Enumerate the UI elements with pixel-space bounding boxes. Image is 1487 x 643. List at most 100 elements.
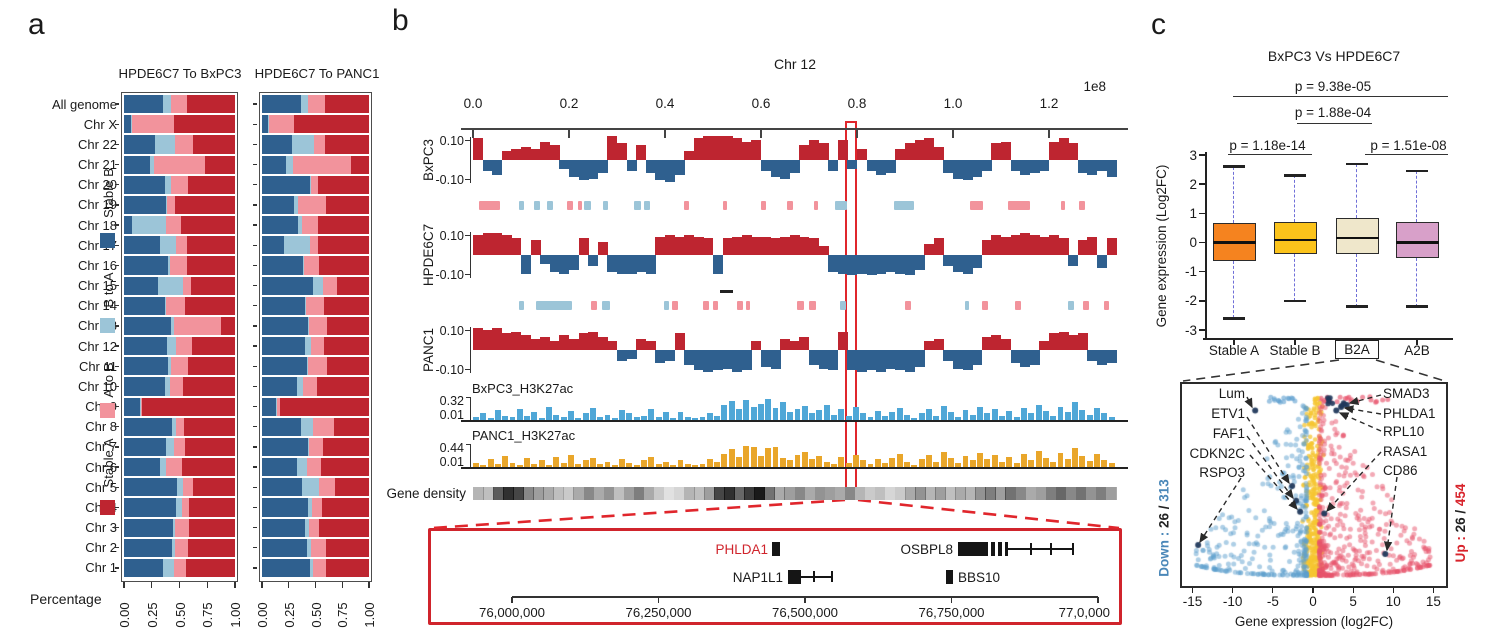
panel-a-xtick-label: 0.25 bbox=[281, 602, 297, 628]
signal-bin bbox=[582, 413, 589, 420]
signal-bin bbox=[955, 463, 962, 467]
bar-segment bbox=[175, 538, 189, 557]
volcano-xtick-label: -10 bbox=[1222, 594, 1243, 609]
eigen-bin bbox=[1106, 350, 1117, 363]
eigen-bin bbox=[713, 136, 724, 160]
bar-segment bbox=[262, 236, 285, 255]
eigen-bin bbox=[1068, 143, 1079, 160]
bar-segment bbox=[149, 155, 154, 174]
eigen-bin bbox=[482, 232, 493, 255]
bar-segment bbox=[183, 417, 235, 436]
bar-segment bbox=[262, 316, 308, 336]
eigen-bin bbox=[597, 242, 608, 255]
legend-swatch bbox=[100, 500, 115, 515]
compartment-change-segment bbox=[894, 200, 914, 210]
panel-a-row-tick bbox=[114, 325, 119, 327]
signal-bin bbox=[918, 459, 925, 467]
signal-bin bbox=[772, 447, 779, 467]
signal-bin bbox=[882, 415, 889, 420]
compartment-change-segment bbox=[601, 300, 611, 310]
gene-density-cell bbox=[804, 487, 816, 500]
legend-label-stable-a: Stable A bbox=[100, 438, 116, 488]
gene-density-cell bbox=[754, 487, 765, 500]
compartment-change-segment bbox=[840, 300, 846, 310]
eigen-bin bbox=[1020, 232, 1031, 255]
pvalue-3: p = 1.18e-14 bbox=[1229, 138, 1306, 153]
signal-bin bbox=[794, 409, 801, 420]
signal-bin bbox=[962, 456, 969, 467]
gene-density-cell bbox=[794, 487, 806, 500]
bar-segment bbox=[308, 498, 313, 517]
gene-density-cell bbox=[1015, 487, 1027, 500]
signal-bin bbox=[1050, 462, 1057, 467]
whisker-cap-lower bbox=[1223, 317, 1245, 320]
bar-segment bbox=[313, 276, 323, 295]
panel-a-row-tick bbox=[252, 244, 257, 246]
bar-segment bbox=[188, 538, 235, 557]
eigen-bin bbox=[674, 236, 685, 255]
panel-a-row-tick bbox=[252, 345, 257, 347]
volcano-xtick bbox=[1232, 588, 1234, 593]
eigen-bin bbox=[636, 145, 647, 160]
gene-density-cell bbox=[493, 487, 504, 500]
signal-bin bbox=[838, 409, 845, 420]
bar-segment bbox=[182, 377, 235, 396]
eigen-bin bbox=[1039, 160, 1050, 172]
centromere-dash bbox=[720, 290, 733, 293]
panel-b-axis-tick bbox=[568, 129, 570, 138]
eigen-bin bbox=[511, 331, 522, 350]
signal-bin bbox=[641, 415, 647, 420]
compartment-change-segment bbox=[590, 300, 598, 310]
signal-bin bbox=[823, 461, 830, 467]
eigen-bin bbox=[722, 136, 733, 160]
boxplot-yaxis-line bbox=[1205, 152, 1207, 338]
signal-bin bbox=[1101, 459, 1108, 467]
bar-segment bbox=[302, 377, 317, 396]
bar-segment bbox=[262, 115, 269, 134]
box-median-line bbox=[1273, 238, 1317, 242]
whisker-upper bbox=[1416, 171, 1418, 223]
gene-density-cell bbox=[935, 487, 946, 500]
signal-bin bbox=[670, 464, 677, 467]
gene-density-cell bbox=[985, 487, 996, 500]
bar-segment bbox=[166, 216, 181, 235]
signal-ymax-label: 0.32 bbox=[439, 393, 464, 408]
eigen-bin bbox=[732, 137, 743, 160]
bar-segment bbox=[262, 518, 305, 537]
panel-a-row-tick bbox=[252, 365, 257, 367]
panel-a-row-label: All genome bbox=[51, 96, 117, 112]
bar-segment bbox=[124, 397, 140, 416]
compartment-change-segment bbox=[969, 200, 984, 210]
signal-bin bbox=[611, 464, 618, 467]
eigen-bin bbox=[837, 255, 848, 274]
signal-ymax-label: 0.44 bbox=[439, 440, 464, 455]
compartment-change-segment bbox=[703, 300, 710, 310]
whisker-lower bbox=[1294, 253, 1296, 301]
signal-bin bbox=[494, 410, 501, 420]
gene-density-cell bbox=[683, 487, 695, 500]
volcano-gene-label-smad3: SMAD3 bbox=[1383, 386, 1430, 401]
eigen-bin bbox=[684, 234, 695, 255]
signal-bin bbox=[641, 460, 647, 467]
panel-a-row-label: Chr 19 bbox=[77, 197, 117, 213]
boxplot-xtick bbox=[1233, 339, 1235, 345]
eigen-bin bbox=[837, 331, 848, 350]
track-ymax-label: 0.10 bbox=[439, 228, 464, 243]
bar-segment bbox=[166, 195, 168, 215]
panel-a-xtick-label: 1.00 bbox=[227, 602, 243, 628]
legend-label-stable-b: Stable B bbox=[100, 168, 116, 218]
compartment-change-segment bbox=[1068, 300, 1074, 310]
bar-segment bbox=[262, 135, 292, 154]
bar-segment bbox=[124, 417, 172, 436]
track-yaxis-tick bbox=[465, 178, 470, 180]
bar-segment bbox=[173, 437, 186, 457]
panel-a-row-label: Chr 18 bbox=[77, 217, 117, 233]
signal-bin bbox=[1042, 411, 1049, 420]
gene-density-cell bbox=[1085, 487, 1097, 500]
eigen-bin bbox=[828, 350, 839, 371]
signal-baseline bbox=[461, 467, 1128, 469]
bar-segment bbox=[302, 256, 304, 275]
bar-segment bbox=[162, 558, 174, 578]
bar-segment bbox=[158, 276, 183, 295]
signal-bin bbox=[947, 412, 954, 420]
